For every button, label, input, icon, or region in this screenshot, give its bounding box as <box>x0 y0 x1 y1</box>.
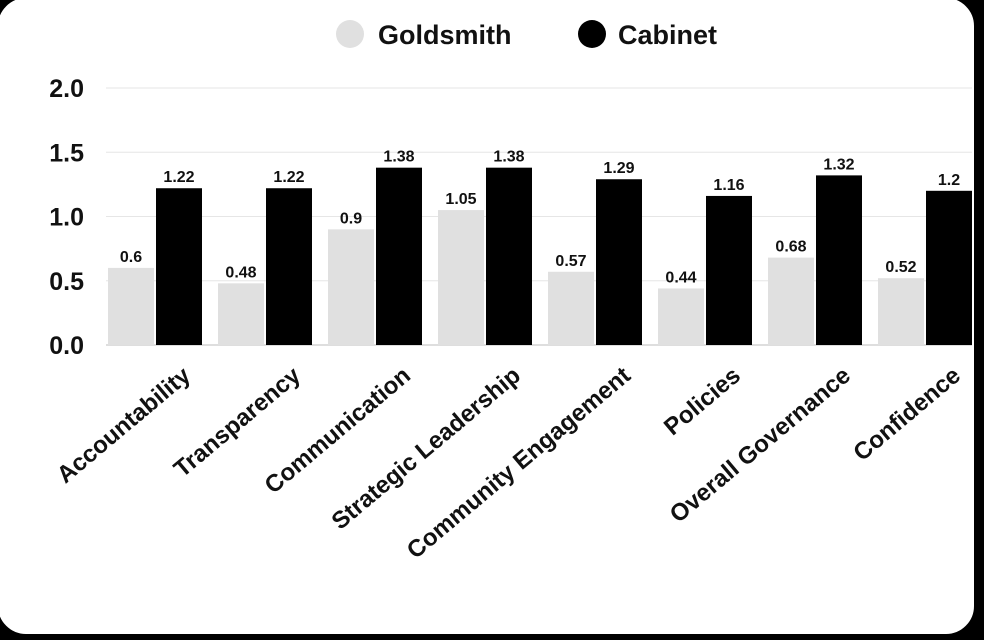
data-label-goldsmith: 0.44 <box>665 269 696 286</box>
bar-goldsmith <box>548 271 594 345</box>
x-tick-label: Community Engagement <box>402 362 636 564</box>
bar-goldsmith <box>218 283 264 345</box>
y-tick-label: 1.5 <box>49 139 84 167</box>
bar-goldsmith <box>768 257 814 345</box>
legend-swatch-goldsmith <box>336 20 364 48</box>
bar-goldsmith <box>658 288 704 345</box>
data-label-goldsmith: 0.9 <box>340 210 362 227</box>
bar-cabinet <box>266 188 312 345</box>
y-axis-ticks: 0.0 0.5 1.0 1.5 2.0 <box>49 75 84 360</box>
bar-cabinet <box>926 190 972 345</box>
data-label-goldsmith: 0.57 <box>555 253 586 270</box>
y-tick-label: 0.5 <box>49 268 84 296</box>
data-label-goldsmith: 0.6 <box>120 249 142 266</box>
data-label-goldsmith: 0.52 <box>885 259 916 276</box>
bar-goldsmith <box>878 278 924 345</box>
bars <box>108 167 972 345</box>
legend-swatch-cabinet <box>578 20 606 48</box>
y-tick-label: 1.0 <box>49 204 84 232</box>
data-label-cabinet: 1.29 <box>603 160 634 177</box>
data-label-cabinet: 1.2 <box>938 172 960 189</box>
y-tick-label: 2.0 <box>49 75 84 103</box>
data-label-cabinet: 1.22 <box>163 169 194 186</box>
legend-label-cabinet: Cabinet <box>618 20 717 50</box>
x-tick-label: Strategic Leadership <box>327 362 526 535</box>
x-tick-label: Overall Governance <box>665 362 856 528</box>
legend: Goldsmith Cabinet <box>336 20 717 50</box>
data-label-cabinet: 1.22 <box>273 169 304 186</box>
legend-label-goldsmith: Goldsmith <box>378 20 512 50</box>
data-label-cabinet: 1.16 <box>713 177 744 194</box>
data-label-cabinet: 1.38 <box>493 149 524 166</box>
y-tick-label: 0.0 <box>49 332 84 360</box>
x-axis-ticks: AccountabilityTransparencyCommunicationS… <box>52 361 966 564</box>
bar-cabinet <box>596 179 642 345</box>
bar-cabinet <box>816 175 862 345</box>
data-label-cabinet: 1.38 <box>383 149 414 166</box>
bar-goldsmith <box>328 229 374 345</box>
data-label-cabinet: 1.32 <box>823 156 854 173</box>
bar-cabinet <box>376 167 422 345</box>
x-tick-label: Policies <box>659 362 746 441</box>
data-label-goldsmith: 0.48 <box>225 264 256 281</box>
bar-cabinet <box>486 167 532 345</box>
data-label-goldsmith: 0.68 <box>775 239 806 256</box>
x-tick-label: Confidence <box>848 362 965 467</box>
data-label-goldsmith: 1.05 <box>445 191 476 208</box>
bar-goldsmith <box>438 210 484 345</box>
bar-goldsmith <box>108 267 154 345</box>
bar-cabinet <box>156 188 202 345</box>
bar-cabinet <box>706 195 752 345</box>
data-labels: 0.6 1.22 0.48 1.22 0.9 1.38 1.05 1.38 0.57 1.29 0.… <box>120 149 960 287</box>
